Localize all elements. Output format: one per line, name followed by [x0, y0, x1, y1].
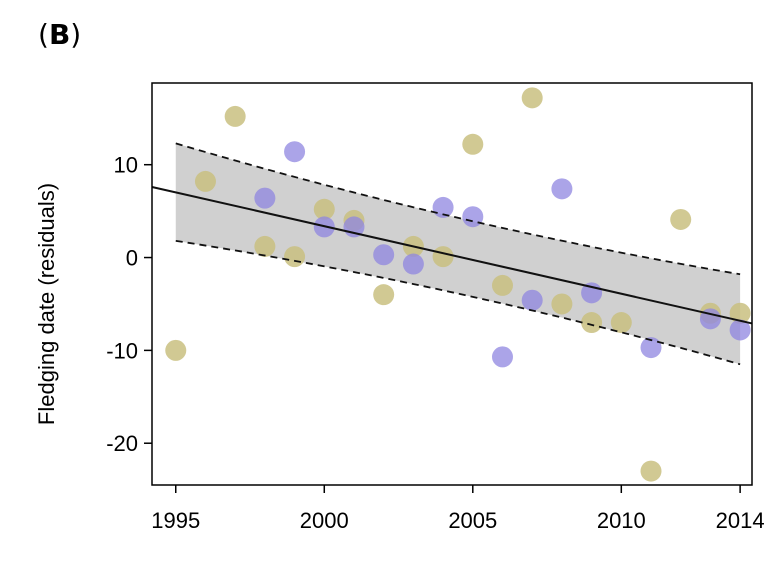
y-tick-label: 0 — [126, 246, 138, 271]
data-point — [432, 196, 454, 218]
data-point — [284, 141, 306, 163]
trend-line-layer — [151, 142, 753, 366]
confidence-lower-edge — [175, 239, 741, 366]
data-point — [729, 319, 751, 341]
y-tick-label: -10 — [106, 338, 138, 363]
trend-line — [151, 186, 753, 325]
data-point — [640, 460, 662, 482]
y-tick-label: -20 — [106, 431, 138, 456]
data-point — [670, 208, 692, 230]
plot-frame — [151, 82, 753, 486]
x-tick-label: 2014 — [716, 508, 765, 533]
data-point — [491, 274, 513, 296]
confidence-band-layer — [175, 143, 741, 365]
data-point — [581, 312, 603, 334]
data-point — [521, 289, 543, 311]
data-point — [551, 293, 573, 315]
data-point — [224, 105, 246, 127]
x-tick-label: 1995 — [151, 508, 200, 533]
data-point — [165, 339, 187, 361]
y-axis-label: Fledging date (residuals) — [34, 183, 59, 425]
data-point — [462, 206, 484, 228]
x-tick-label: 2010 — [597, 508, 646, 533]
data-point — [432, 246, 454, 268]
series-2 — [254, 141, 751, 368]
scatter-points-layer — [165, 87, 751, 482]
data-point — [462, 133, 484, 155]
data-point — [640, 337, 662, 359]
confidence-upper-edge — [175, 142, 741, 276]
panel-label: (B) — [38, 18, 82, 51]
data-point — [729, 302, 751, 324]
y-tick-label: 10 — [114, 153, 138, 178]
data-point — [254, 235, 276, 257]
data-point — [491, 346, 513, 368]
data-point — [254, 187, 276, 209]
data-point — [373, 284, 395, 306]
x-tick-label: 2000 — [300, 508, 349, 533]
data-point — [551, 178, 573, 200]
data-point — [610, 312, 632, 334]
data-point — [373, 244, 395, 266]
data-point — [284, 246, 306, 268]
data-point — [313, 198, 335, 220]
data-point — [521, 87, 543, 109]
x-tick-label: 2005 — [448, 508, 497, 533]
confidence-band — [175, 143, 741, 365]
axes-layer: 1995 2000 2005 2010 2014 -20 -10 0 10 — [106, 153, 764, 533]
data-point — [194, 170, 216, 192]
data-point — [402, 253, 424, 275]
